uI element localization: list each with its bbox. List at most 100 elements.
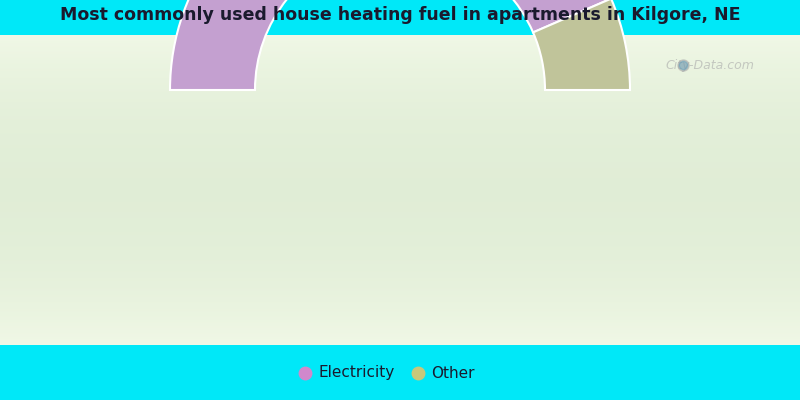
Bar: [0, 46, 800, 49]
Bar: [0, 54, 800, 57]
Bar: [0, 245, 800, 247]
Bar: [0, 282, 800, 284]
Bar: [0, 322, 800, 325]
Bar: [0, 290, 800, 292]
Bar: [0, 259, 800, 261]
Bar: [0, 189, 800, 192]
Bar: [0, 305, 800, 308]
Bar: [0, 226, 800, 229]
Bar: [0, 94, 800, 97]
Bar: [0, 288, 800, 291]
Bar: [0, 174, 800, 176]
Bar: [0, 147, 800, 150]
Bar: [0, 66, 800, 69]
Bar: [0, 204, 800, 207]
Bar: [0, 0, 800, 35]
Bar: [0, 76, 800, 78]
Bar: [0, 280, 800, 283]
Bar: [0, 299, 800, 302]
Bar: [0, 194, 800, 196]
Bar: [0, 186, 800, 188]
Bar: [0, 84, 800, 86]
Bar: [0, 218, 800, 221]
Bar: [0, 82, 800, 85]
Bar: [0, 326, 800, 328]
Bar: [0, 301, 800, 303]
Bar: [0, 142, 800, 145]
Bar: [0, 209, 800, 212]
Bar: [0, 155, 800, 158]
Bar: [0, 91, 800, 94]
Bar: [0, 34, 800, 36]
Bar: [0, 65, 800, 68]
Bar: [0, 166, 800, 168]
Bar: [0, 197, 800, 199]
Bar: [0, 158, 800, 160]
Bar: [0, 36, 800, 38]
Bar: [0, 200, 800, 202]
Bar: [0, 175, 800, 178]
Text: Other: Other: [431, 366, 474, 380]
Bar: [0, 56, 800, 58]
Bar: [0, 336, 800, 339]
Bar: [0, 271, 800, 274]
Bar: [0, 127, 800, 130]
Bar: [0, 135, 800, 137]
Bar: [0, 217, 800, 220]
Bar: [0, 169, 800, 171]
Bar: [0, 231, 800, 234]
Bar: [0, 126, 800, 128]
Bar: [0, 190, 800, 193]
Bar: [0, 119, 800, 122]
Bar: [0, 302, 800, 305]
Bar: [0, 62, 800, 64]
Bar: [0, 232, 800, 235]
Bar: [0, 48, 800, 50]
Bar: [0, 257, 800, 260]
Bar: [0, 50, 800, 52]
Bar: [0, 298, 800, 300]
Bar: [0, 250, 800, 252]
Bar: [0, 256, 800, 258]
Bar: [0, 339, 800, 342]
Bar: [0, 192, 800, 195]
Bar: [0, 327, 800, 330]
Wedge shape: [170, 0, 611, 90]
Bar: [0, 149, 800, 151]
Bar: [0, 234, 800, 236]
Bar: [0, 99, 800, 102]
Bar: [0, 304, 800, 306]
Bar: [0, 152, 800, 154]
Bar: [0, 248, 800, 250]
Bar: [0, 156, 800, 159]
Bar: [0, 133, 800, 136]
Bar: [0, 319, 800, 322]
Bar: [0, 284, 800, 286]
Bar: [0, 203, 800, 206]
Bar: [0, 68, 800, 71]
Bar: [0, 321, 800, 323]
Bar: [0, 225, 800, 227]
Bar: [0, 330, 800, 333]
Bar: [0, 51, 800, 54]
Bar: [0, 144, 800, 146]
Bar: [0, 214, 800, 216]
Bar: [0, 128, 800, 131]
Bar: [0, 228, 800, 230]
Bar: [0, 212, 800, 215]
Bar: [0, 254, 800, 257]
Bar: [0, 183, 800, 185]
Bar: [0, 242, 800, 244]
Bar: [0, 59, 800, 61]
Bar: [0, 74, 800, 77]
Bar: [0, 318, 800, 320]
Bar: [0, 96, 800, 98]
Bar: [0, 93, 800, 96]
Bar: [0, 287, 800, 289]
Bar: [0, 268, 800, 270]
Text: Most commonly used house heating fuel in apartments in Kilgore, NE: Most commonly used house heating fuel in…: [60, 6, 740, 24]
Bar: [0, 101, 800, 103]
Bar: [0, 42, 800, 44]
Bar: [0, 198, 800, 201]
Bar: [0, 37, 800, 40]
